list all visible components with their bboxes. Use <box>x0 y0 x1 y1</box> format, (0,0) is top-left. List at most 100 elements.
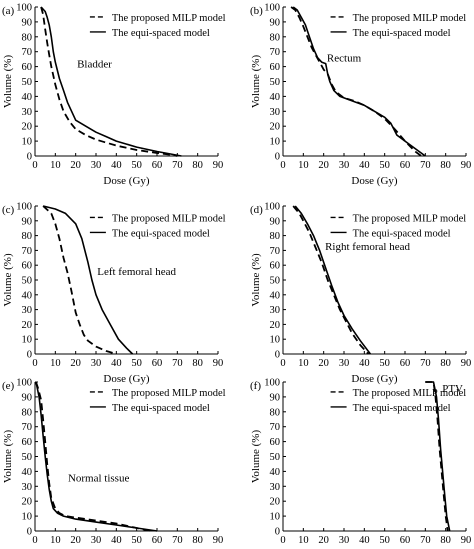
y-tick-label: 20 <box>22 122 33 133</box>
y-tick-label: 10 <box>22 512 33 523</box>
x-tick-label: 60 <box>400 160 411 171</box>
panel-label: (a) <box>2 5 15 17</box>
x-tick-label: 20 <box>70 358 81 369</box>
y-tick-label: 80 <box>22 32 33 43</box>
panel-label: (e) <box>2 380 15 392</box>
y-tick-label: 100 <box>16 378 32 389</box>
x-tick-label: 70 <box>420 535 431 546</box>
y-tick-label: 50 <box>270 452 281 463</box>
organ-annotation: Bladder <box>77 59 112 71</box>
y-tick-label: 70 <box>22 246 33 257</box>
x-axis-title: Dose (Gy) <box>351 175 397 187</box>
y-tick-label: 30 <box>22 482 33 493</box>
y-tick-label: 50 <box>270 77 281 88</box>
x-tick-label: 30 <box>339 358 350 369</box>
equispaced-dvh-line <box>40 6 182 157</box>
y-axis-title: Volume (%) <box>250 253 262 307</box>
x-axis-title: Dose (Gy) <box>351 373 397 385</box>
x-tick-label: 30 <box>339 535 350 546</box>
x-tick-label: 60 <box>152 160 163 171</box>
x-tick-label: 90 <box>213 535 224 546</box>
y-tick-label: 20 <box>270 122 281 133</box>
y-tick-label: 90 <box>22 216 33 227</box>
x-tick-label: 60 <box>152 535 163 546</box>
x-tick-label: 90 <box>213 358 224 369</box>
x-tick-label: 70 <box>172 358 183 369</box>
panel-label: (b) <box>250 5 263 17</box>
y-tick-label: 90 <box>22 17 33 28</box>
y-tick-label: 30 <box>270 305 281 316</box>
y-tick-label: 10 <box>22 335 33 346</box>
y-tick-label: 50 <box>22 77 33 88</box>
y-tick-label: 20 <box>22 320 33 331</box>
x-tick-label: 50 <box>379 160 390 171</box>
x-tick-label: 50 <box>379 358 390 369</box>
panel-label: (d) <box>250 204 263 216</box>
organ-annotation: Right femoral head <box>325 241 410 253</box>
y-tick-label: 20 <box>270 497 281 508</box>
chart-panel-5: 0 10 20 30 40 50 60 70 80 90 100 0 10 20 30 40 50 60 70 80 9… <box>2 378 226 547</box>
x-tick-label: 80 <box>440 358 451 369</box>
x-tick-label: 20 <box>70 535 81 546</box>
y-tick-label: 50 <box>22 452 33 463</box>
y-tick-label: 10 <box>270 335 281 346</box>
x-tick-label: 50 <box>131 160 142 171</box>
equispaced-dvh-line <box>425 381 451 532</box>
panel-label: (f) <box>250 380 261 392</box>
y-tick-label: 40 <box>270 92 281 103</box>
x-tick-label: 0 <box>32 160 37 171</box>
y-tick-label: 0 <box>275 350 280 361</box>
y-tick-label: 60 <box>22 437 33 448</box>
y-tick-label: 100 <box>264 3 280 14</box>
y-tick-label: 10 <box>270 137 281 148</box>
y-tick-label: 20 <box>22 497 33 508</box>
x-tick-label: 50 <box>131 358 142 369</box>
x-tick-label: 30 <box>91 358 102 369</box>
x-tick-label: 60 <box>400 535 411 546</box>
x-tick-label: 80 <box>192 358 203 369</box>
x-tick-label: 0 <box>32 535 37 546</box>
x-tick-label: 70 <box>420 160 431 171</box>
y-tick-label: 70 <box>270 47 281 58</box>
y-tick-label: 90 <box>270 17 281 28</box>
x-axis-title: Dose (Gy) <box>103 175 149 187</box>
x-tick-label: 10 <box>50 535 61 546</box>
y-tick-label: 100 <box>264 378 280 389</box>
x-tick-label: 90 <box>213 160 224 171</box>
x-tick-label: 10 <box>298 358 309 369</box>
y-tick-label: 100 <box>16 202 32 213</box>
chart-panel-6: 0 10 20 30 40 50 60 70 80 90 100 0 10 20 30 40 50 60 70 80 9… <box>250 378 471 547</box>
organ-annotation: Normal tissue <box>68 472 130 484</box>
x-tick-label: 40 <box>111 535 122 546</box>
y-tick-label: 70 <box>270 246 281 257</box>
x-tick-label: 70 <box>172 535 183 546</box>
milp-dvh-line <box>292 205 370 355</box>
x-tick-label: 70 <box>420 358 431 369</box>
y-tick-label: 90 <box>270 216 281 227</box>
x-axis-title: Dose (Gy) <box>103 373 149 385</box>
y-tick-label: 50 <box>22 276 33 287</box>
x-tick-label: 10 <box>50 358 61 369</box>
organ-annotation: Left femoral head <box>97 266 176 278</box>
legend-entry: The proposed MILP model <box>112 388 226 399</box>
y-tick-label: 90 <box>22 392 33 403</box>
y-tick-label: 60 <box>270 437 281 448</box>
y-tick-label: 60 <box>22 62 33 73</box>
x-tick-label: 70 <box>172 160 183 171</box>
x-tick-label: 80 <box>192 535 203 546</box>
y-tick-label: 70 <box>22 47 33 58</box>
x-tick-label: 90 <box>461 160 472 171</box>
x-tick-label: 0 <box>280 535 285 546</box>
x-tick-label: 0 <box>32 358 37 369</box>
x-tick-label: 20 <box>318 160 329 171</box>
x-tick-label: 60 <box>152 358 163 369</box>
x-tick-label: 30 <box>91 160 102 171</box>
milp-dvh-line <box>40 6 178 157</box>
y-axis-title: Volume (%) <box>2 253 14 307</box>
x-tick-label: 80 <box>440 535 451 546</box>
legend-entry: The proposed MILP model <box>112 13 226 24</box>
y-axis-title: Volume (%) <box>250 55 262 109</box>
legend-entry: The equi-spaced model <box>353 403 451 414</box>
